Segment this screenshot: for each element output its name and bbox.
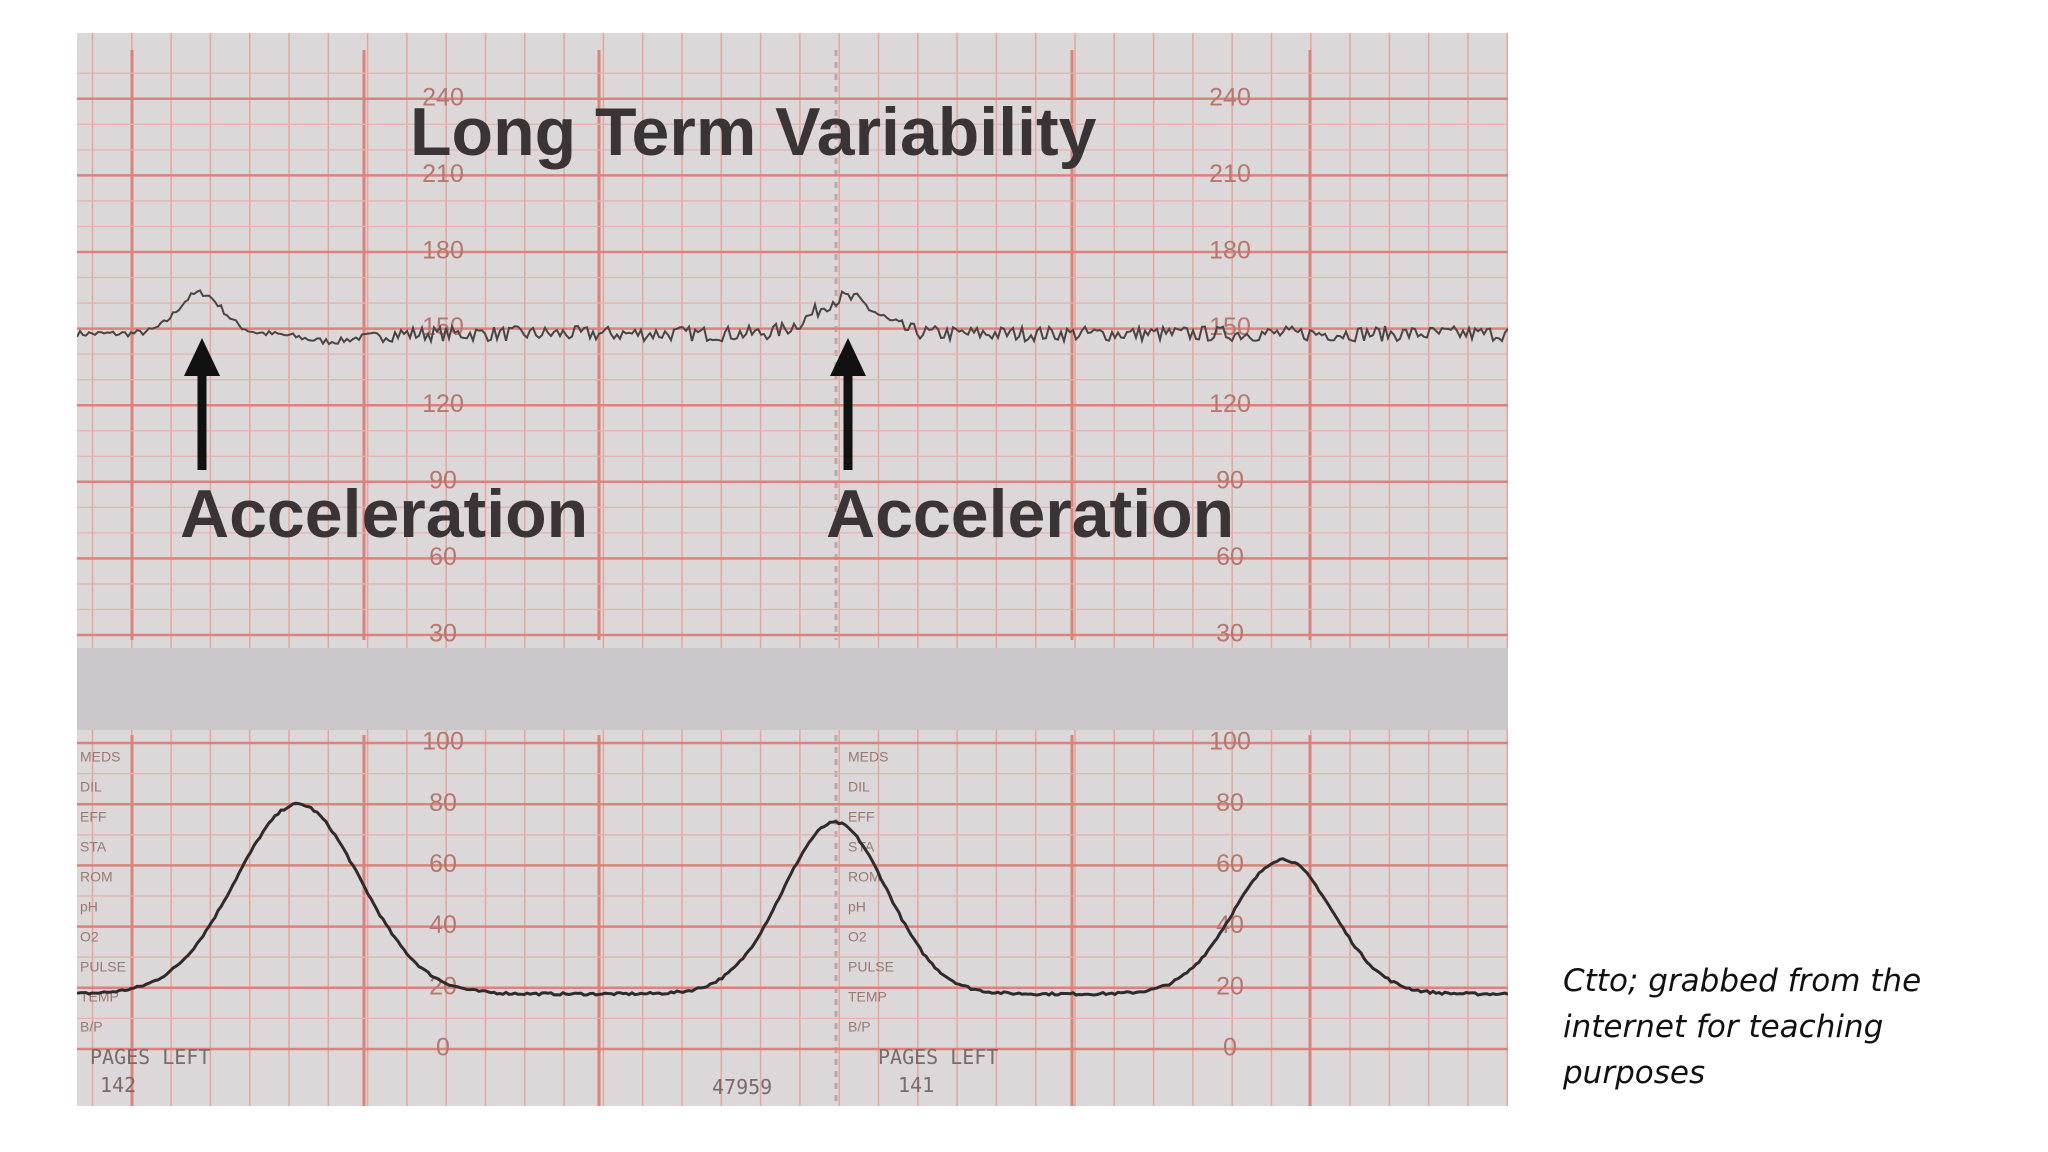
arrow-head bbox=[830, 338, 866, 376]
uc-scale-label: 0 bbox=[1223, 1034, 1237, 1062]
marker-label: EFF bbox=[80, 809, 106, 825]
fhr-scale-label: 180 bbox=[422, 237, 464, 265]
uc-scale-label: 80 bbox=[1216, 789, 1244, 817]
ctg-strip: 2402101801501209060301008060402002402101… bbox=[77, 33, 1508, 1106]
marker-label: pH bbox=[848, 899, 866, 915]
fhr-scale-label: 60 bbox=[1216, 543, 1244, 571]
pages-left: 141 bbox=[898, 1073, 934, 1097]
fhr-scale-label: 120 bbox=[1209, 390, 1251, 418]
annotation: Acceleration bbox=[826, 476, 1234, 552]
fhr-scale-label: 30 bbox=[429, 620, 457, 648]
fhr-scale-label: 90 bbox=[429, 466, 457, 494]
fhr-scale-label: 240 bbox=[1209, 83, 1251, 111]
marker-label: PULSE bbox=[80, 959, 126, 975]
uc-scale-label: 100 bbox=[1209, 728, 1251, 756]
marker-label: B/P bbox=[80, 1019, 103, 1035]
fhr-scale-label: 210 bbox=[422, 160, 464, 188]
pages-left: 142 bbox=[100, 1073, 136, 1097]
marker-label: MEDS bbox=[80, 749, 120, 765]
fhr-scale-label: 120 bbox=[422, 390, 464, 418]
uc-scale-label: 80 bbox=[429, 789, 457, 817]
marker-label: B/P bbox=[848, 1019, 871, 1035]
fhr-scale-label: 90 bbox=[1216, 466, 1244, 494]
marker-label: ROM bbox=[80, 869, 113, 885]
marker-label: pH bbox=[80, 899, 98, 915]
caption: Ctto; grabbed from the internet for teac… bbox=[1563, 963, 1922, 1091]
marker-label: DIL bbox=[848, 779, 870, 795]
fhr-scale-label: 30 bbox=[1216, 620, 1244, 648]
uc-scale-label: 100 bbox=[422, 728, 464, 756]
fhr-scale-label: 60 bbox=[429, 543, 457, 571]
fhr-scale-label: 210 bbox=[1209, 160, 1251, 188]
marker-label: TEMP bbox=[848, 989, 887, 1005]
uc-trace bbox=[77, 801, 1508, 997]
annotation: Acceleration bbox=[180, 476, 588, 552]
marker-label: O2 bbox=[848, 929, 867, 945]
fhr-scale-label: 240 bbox=[422, 83, 464, 111]
gap-band bbox=[77, 648, 1508, 730]
pages-left-label: PAGES LEFT bbox=[878, 1045, 998, 1069]
marker-label: STA bbox=[848, 839, 875, 855]
uc-scale-label: 60 bbox=[1216, 850, 1244, 878]
marker-label: DIL bbox=[80, 779, 102, 795]
uc-scale-label: 20 bbox=[1216, 972, 1244, 1000]
marker-label: STA bbox=[80, 839, 107, 855]
marker-label: O2 bbox=[80, 929, 99, 945]
fhr-trace bbox=[77, 289, 1508, 346]
marker-label: MEDS bbox=[848, 749, 888, 765]
uc-scale-label: 60 bbox=[429, 850, 457, 878]
uc-scale-label: 40 bbox=[429, 911, 457, 939]
marker-label: EFF bbox=[848, 809, 874, 825]
pages-left-label: PAGES LEFT bbox=[90, 1045, 210, 1069]
marker-label: PULSE bbox=[848, 959, 894, 975]
serial: 47959 bbox=[712, 1075, 772, 1099]
marker-label: ROM bbox=[848, 869, 881, 885]
fhr-scale-label: 180 bbox=[1209, 237, 1251, 265]
arrow-head bbox=[184, 338, 220, 376]
uc-scale-label: 0 bbox=[436, 1034, 450, 1062]
figure-title: Long Term Variability bbox=[410, 94, 1097, 170]
paper bbox=[77, 33, 1508, 1106]
